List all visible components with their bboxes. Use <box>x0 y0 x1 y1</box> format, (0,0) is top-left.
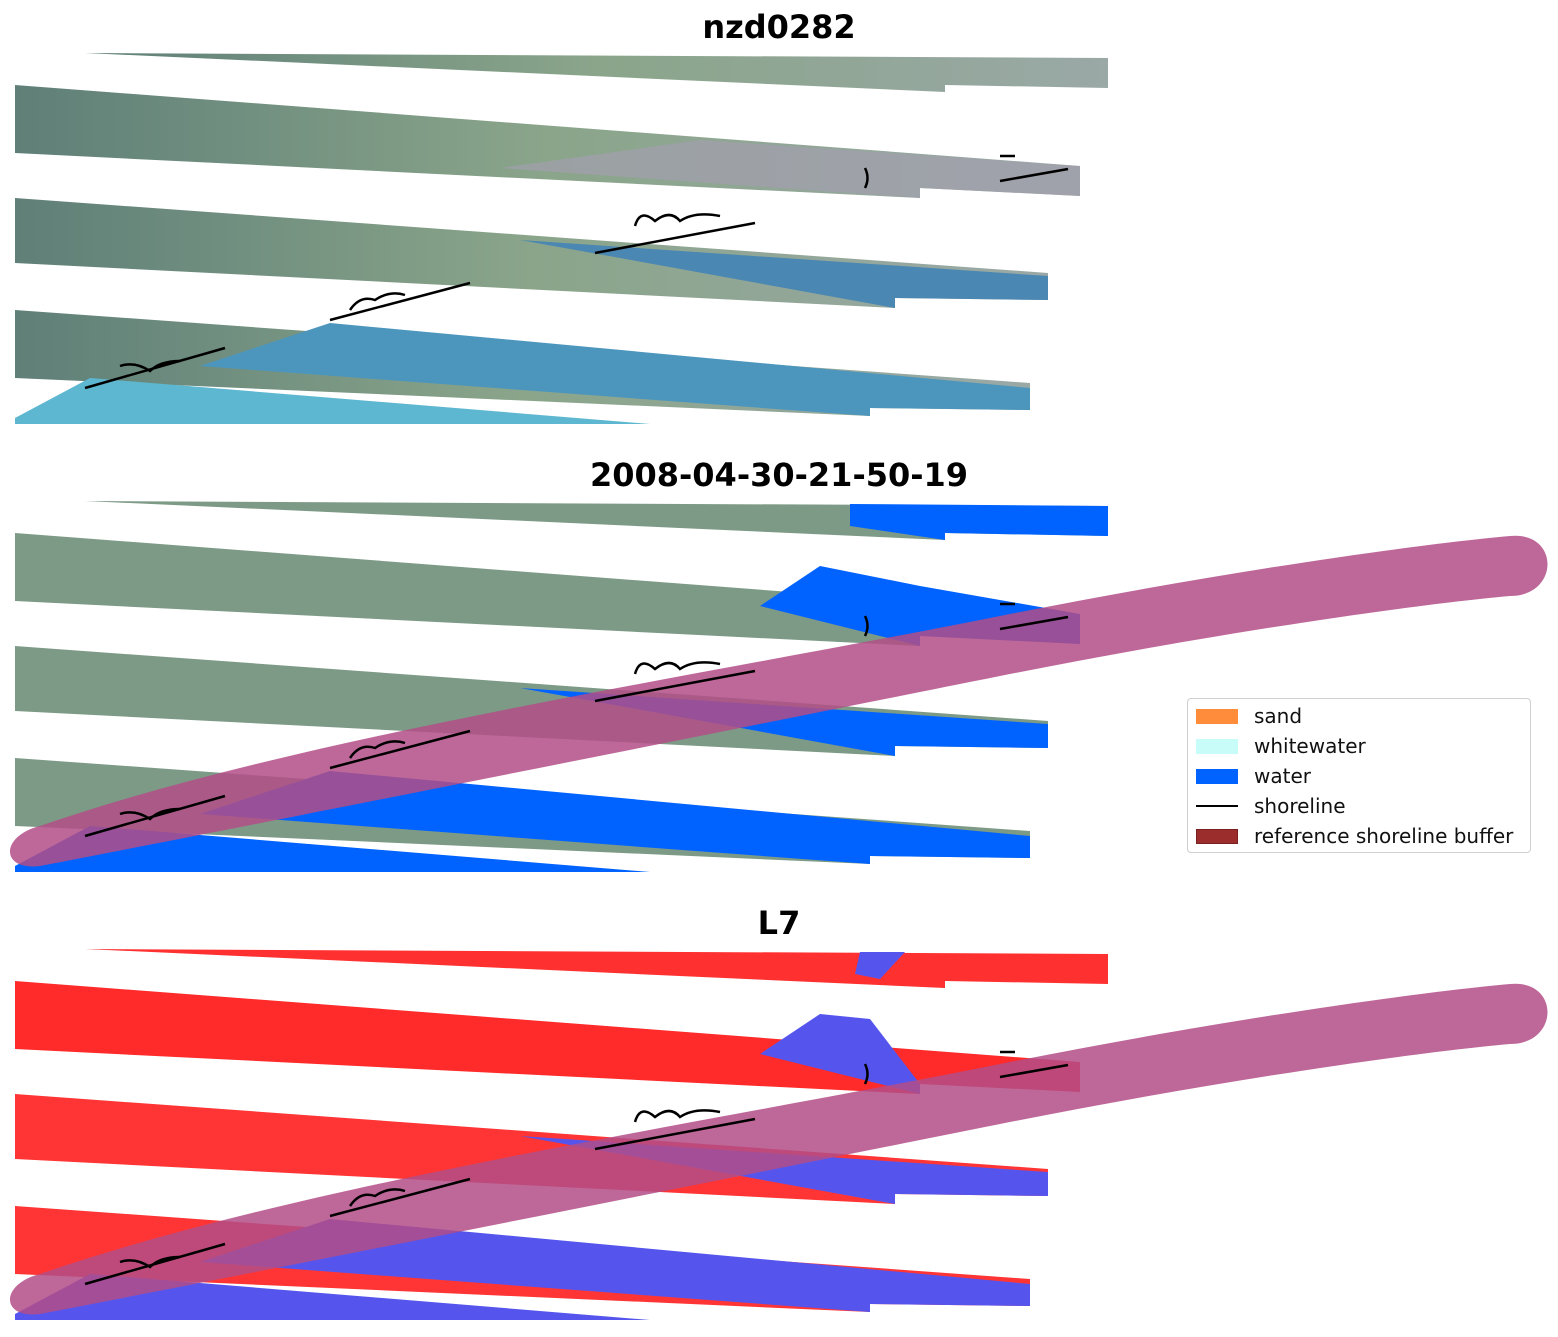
shoreline-lines <box>84 154 1069 390</box>
reference-buffer <box>10 983 1548 1315</box>
panel-title-date: 2008-04-30-21-50-19 <box>589 456 969 494</box>
classified-image-panel <box>10 501 1548 872</box>
legend-swatch-water <box>1196 768 1238 784</box>
legend-item-sand: sand <box>1196 703 1302 729</box>
legend-label: sand <box>1254 704 1303 728</box>
legend-label: shoreline <box>1254 794 1346 818</box>
legend-line-shoreline <box>1196 804 1238 808</box>
legend-label: reference shoreline buffer <box>1254 824 1514 848</box>
shoreline-lines <box>84 602 1069 838</box>
panel-title-index: L7 <box>757 904 801 942</box>
shoreline-lines <box>84 1050 1069 1286</box>
reference-buffer <box>10 535 1548 867</box>
legend-item-water: water <box>1196 763 1311 789</box>
legend: sand whitewater water shoreline referenc… <box>1187 698 1531 853</box>
rgb-image-panel <box>15 53 1108 424</box>
rgb-strips <box>15 53 1108 424</box>
legend-swatch-sand <box>1196 708 1238 724</box>
legend-item-whitewater: whitewater <box>1196 733 1366 759</box>
legend-swatch-reference-buffer <box>1196 828 1238 844</box>
legend-label: whitewater <box>1254 734 1366 758</box>
index-image-panel <box>10 949 1548 1320</box>
legend-item-shoreline: shoreline <box>1196 793 1346 819</box>
legend-label: water <box>1254 764 1311 788</box>
legend-swatch-whitewater <box>1196 738 1238 754</box>
legend-item-reference-buffer: reference shoreline buffer <box>1196 823 1513 849</box>
panel-title-rgb: nzd0282 <box>702 8 856 46</box>
